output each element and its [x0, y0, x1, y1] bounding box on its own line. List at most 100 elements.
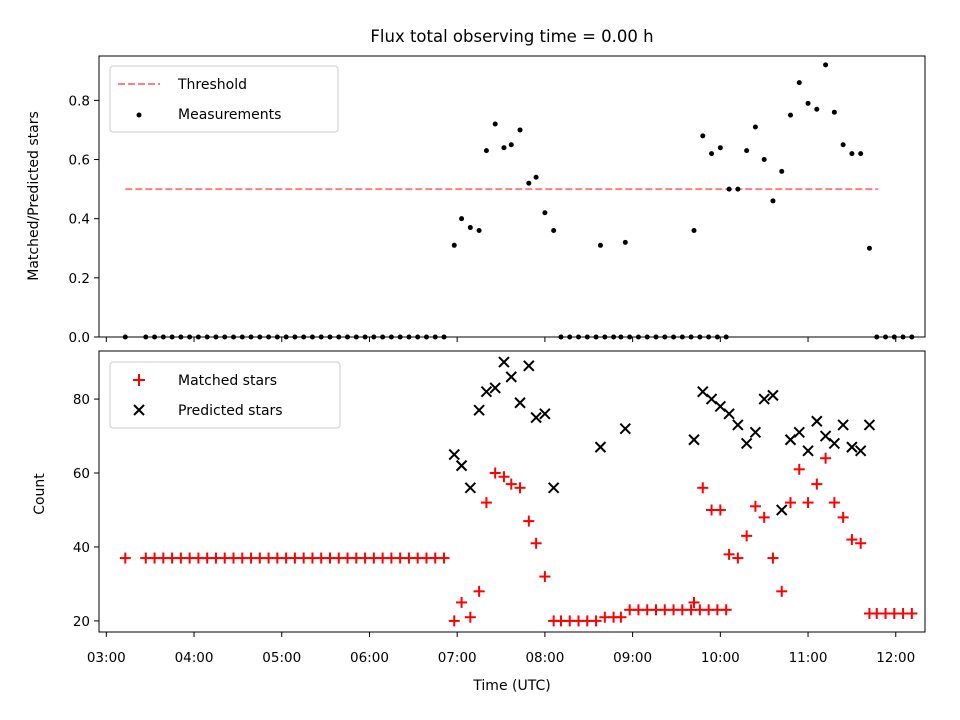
measurements-legend-label: Measurements — [178, 107, 281, 123]
measurement-point — [726, 186, 732, 192]
top-legend: Threshold Measurements — [109, 65, 339, 133]
measurement-point — [526, 180, 532, 186]
predicted-star-point — [547, 482, 560, 494]
bottom-y-tick-label: 60 — [73, 466, 90, 482]
top-y-tick-label: 0.0 — [69, 330, 90, 346]
measurement-point — [752, 124, 758, 130]
measurement-point — [779, 168, 785, 174]
top-axes-frame — [98, 55, 926, 338]
x-tick-label: 04:00 — [175, 650, 214, 666]
measurement-point — [744, 148, 750, 154]
x-tick-label: 09:00 — [613, 650, 652, 666]
predicted-star-point — [723, 408, 735, 420]
matched-star-point — [530, 537, 542, 549]
measurement-point — [501, 145, 507, 151]
matched-star-point — [720, 604, 732, 616]
predicted-legend-label: Predicted stars — [178, 403, 283, 419]
matched-star-point — [758, 511, 770, 523]
measurement-point — [476, 228, 482, 234]
predicted-star-point — [539, 408, 551, 420]
predicted-star-point — [828, 437, 841, 450]
bottom-y-tick-label: 20 — [73, 614, 90, 630]
x-tick-label: 12:00 — [876, 650, 915, 666]
predicted-star-point — [619, 422, 632, 435]
x-tick-label: 06:00 — [350, 650, 389, 666]
chart-title: Flux total observing time = 0.00 h — [370, 27, 653, 46]
matched-star-point — [448, 615, 460, 627]
measurement-point — [459, 216, 465, 222]
measurement-point — [796, 80, 802, 86]
measurement-point — [831, 109, 837, 115]
predicted-star-point — [514, 397, 526, 409]
predicted-star-point — [523, 360, 535, 372]
measurement-point — [735, 186, 741, 192]
matched-star-point — [505, 478, 517, 490]
top-y-ticks: 0.0 0.2 0.4 0.6 0.8 — [69, 93, 99, 346]
predicted-star-point — [740, 437, 753, 450]
matched-star-point — [438, 552, 450, 564]
measurement-point — [467, 225, 473, 231]
measurement-point — [533, 174, 539, 180]
top-x-ticks — [105, 337, 897, 342]
x-tick-label: 08:00 — [525, 650, 564, 666]
matched-star-point — [837, 511, 849, 523]
matched-star-point — [514, 482, 526, 494]
x-tick-label: 11:00 — [789, 650, 828, 666]
predicted-star-point — [455, 459, 468, 472]
matched-star-point — [480, 497, 492, 509]
bottom-axes-frame — [98, 350, 926, 633]
matched-star-point — [776, 585, 788, 597]
matched-legend-swatch — [133, 374, 145, 386]
bottom-y-ticks: 20 40 60 80 — [73, 392, 99, 630]
measurement-point — [517, 127, 523, 133]
matched-star-point — [489, 467, 501, 479]
top-panel: 0.00.20.40.60.8 Matched/Predicted stars … — [26, 55, 926, 346]
matched-legend-label: Matched stars — [178, 373, 277, 389]
predicted-star-point — [793, 426, 805, 439]
matched-star-point — [714, 504, 726, 516]
bottom-y-tick-label: 80 — [73, 392, 90, 408]
top-y-tick-label: 0.6 — [69, 153, 90, 169]
top-y-axis-label: Matched/Predicted stars — [26, 111, 42, 281]
bottom-legend: Matched stars Predicted stars — [109, 361, 341, 429]
measurement-point — [866, 245, 872, 251]
matched-star-point — [846, 534, 858, 546]
matched-star-point — [811, 478, 823, 490]
predicted-star-point — [767, 389, 779, 402]
predicted-star-point — [530, 411, 542, 424]
predicted-star-point — [758, 393, 770, 405]
bottom-x-ticks: 03:00 04:00 05:00 06:00 07:00 08:00 09:00 10:00… — [87, 632, 915, 666]
predicted-star-point — [863, 419, 876, 431]
x-tick-label: 05:00 — [262, 650, 301, 666]
measurement-point — [858, 151, 864, 157]
predicted-star-point — [594, 441, 607, 453]
matched-star-point — [828, 497, 840, 509]
measurement-point — [551, 228, 557, 234]
measurement-point — [542, 210, 548, 216]
matched-star-point — [802, 497, 814, 509]
x-tick-label: 10:00 — [701, 650, 740, 666]
predicted-star-point — [802, 445, 814, 457]
top-y-tick-label: 0.8 — [69, 93, 90, 109]
matched-star-point — [539, 571, 551, 583]
measurement-point — [814, 106, 820, 112]
matched-star-point — [767, 552, 779, 564]
matched-star-point — [906, 608, 918, 620]
predicted-star-point — [837, 419, 849, 431]
predicted-star-point — [846, 441, 858, 453]
measurement-point — [788, 112, 794, 118]
bottom-legend-box — [109, 361, 341, 429]
predicted-star-point — [473, 404, 485, 416]
matched-star-point — [498, 471, 510, 483]
predicted-legend-swatch — [133, 404, 145, 416]
measurement-point — [597, 242, 603, 248]
threshold-legend-label: Threshold — [177, 77, 247, 93]
top-legend-box — [109, 65, 339, 133]
predicted-star-point — [854, 445, 867, 457]
predicted-star-point — [448, 448, 460, 461]
top-marks — [122, 62, 915, 340]
predicted-star-point — [480, 385, 493, 398]
measurement-point — [805, 100, 811, 106]
